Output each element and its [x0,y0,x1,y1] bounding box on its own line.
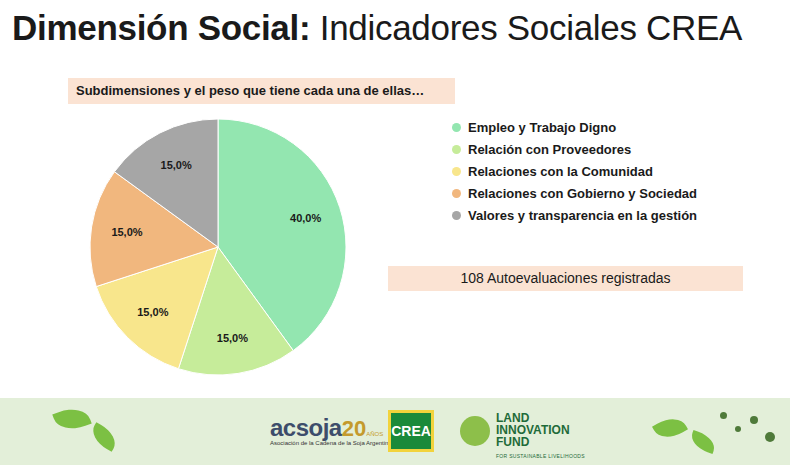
html-text:Subdimensiones y el peso que t: Subdimensiones y el peso que tiene cada … [76,83,425,98]
svg-text:15,0%: 15,0% [161,159,192,171]
html-text:Relaciones con la Comunidad: Relaciones con la Comunidad [468,164,653,179]
html-text:INNOVATION: INNOVATION [496,423,570,437]
html-text:AÑOS: AÑOS [366,431,384,437]
html-text:Empleo y Trabajo Digno: Empleo y Trabajo Digno [468,120,617,135]
html-text:CREA: CREA [391,423,431,439]
html-text:FUND: FUND [496,435,530,449]
svg-text:15,0%: 15,0% [111,226,142,238]
html-text:Asociación de la Cadena de la: Asociación de la Cadena de la Soja Argen… [270,440,392,446]
html-text:Relaciones con Gobierno y Soci: Relaciones con Gobierno y Sociedad [468,186,697,201]
html-text:Valores y transparencia en la: Valores y transparencia en la gestión [468,208,697,223]
html-text:108 Autoevaluaciones registrad: 108 Autoevaluaciones registradas [460,270,671,286]
svg-text:15,0%: 15,0% [217,332,248,344]
html-text:Relación con Proveedores: Relación con Proveedores [468,142,632,157]
html-text:acsoja 20: acsoja 20 [270,414,367,441]
html-text:LAND: LAND [496,411,530,425]
html-text:Dimensión Social: Indicadores: Dimensión Social: Indicadores Sociales C… [12,8,743,47]
svg-text:40,0%: 40,0% [290,212,321,224]
html-text:FOR SUSTAINABLE LIVELIHOODS: FOR SUSTAINABLE LIVELIHOODS [496,453,585,459]
svg-text:15,0%: 15,0% [137,306,168,318]
